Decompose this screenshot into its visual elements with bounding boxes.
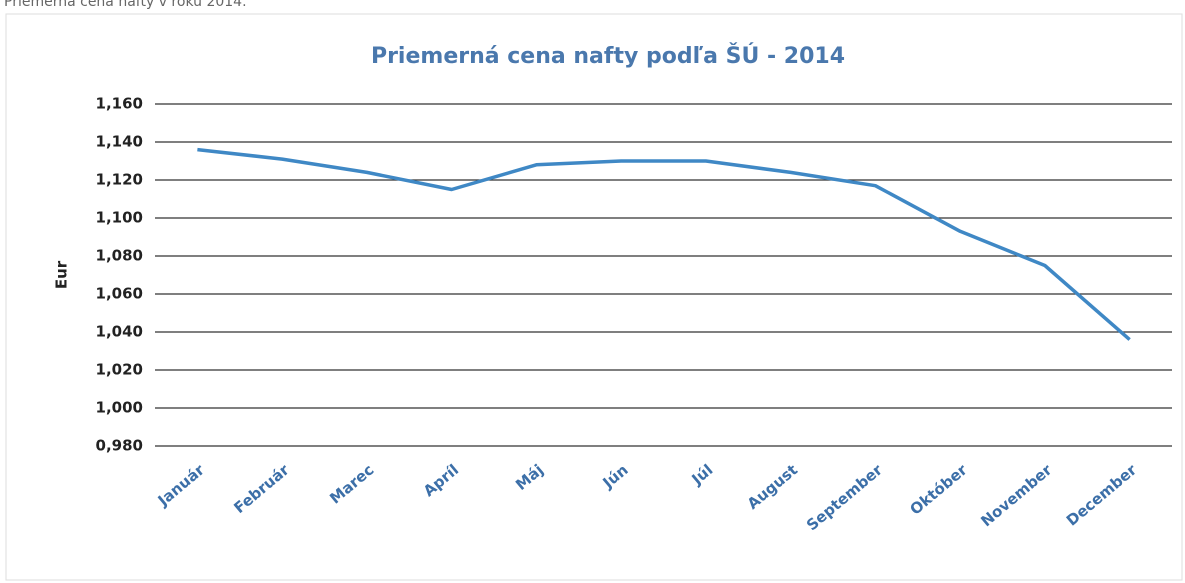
y-tick-label: 1,160 [96, 95, 143, 113]
chart-title: Priemerná cena nafty podľa ŠÚ - 2014 [371, 43, 845, 69]
y-tick-label: 1,140 [96, 133, 143, 151]
y-tick-label: 1,100 [96, 209, 143, 227]
y-tick-label: 0,980 [96, 437, 143, 455]
y-tick-label: 1,060 [96, 285, 143, 303]
data-line [197, 147, 1131, 341]
chart-frame [5, 13, 1183, 581]
y-tick-label: 1,080 [96, 247, 143, 265]
y-tick-label: 1,040 [96, 323, 143, 341]
y-tick-label: 1,020 [96, 361, 143, 379]
caption: Priemerná cena nafty v roku 2014. [4, 0, 247, 10]
y-axis-title: Eur [53, 260, 71, 289]
y-tick-label: 1,120 [96, 171, 143, 189]
y-tick-label: 1,000 [96, 399, 143, 417]
